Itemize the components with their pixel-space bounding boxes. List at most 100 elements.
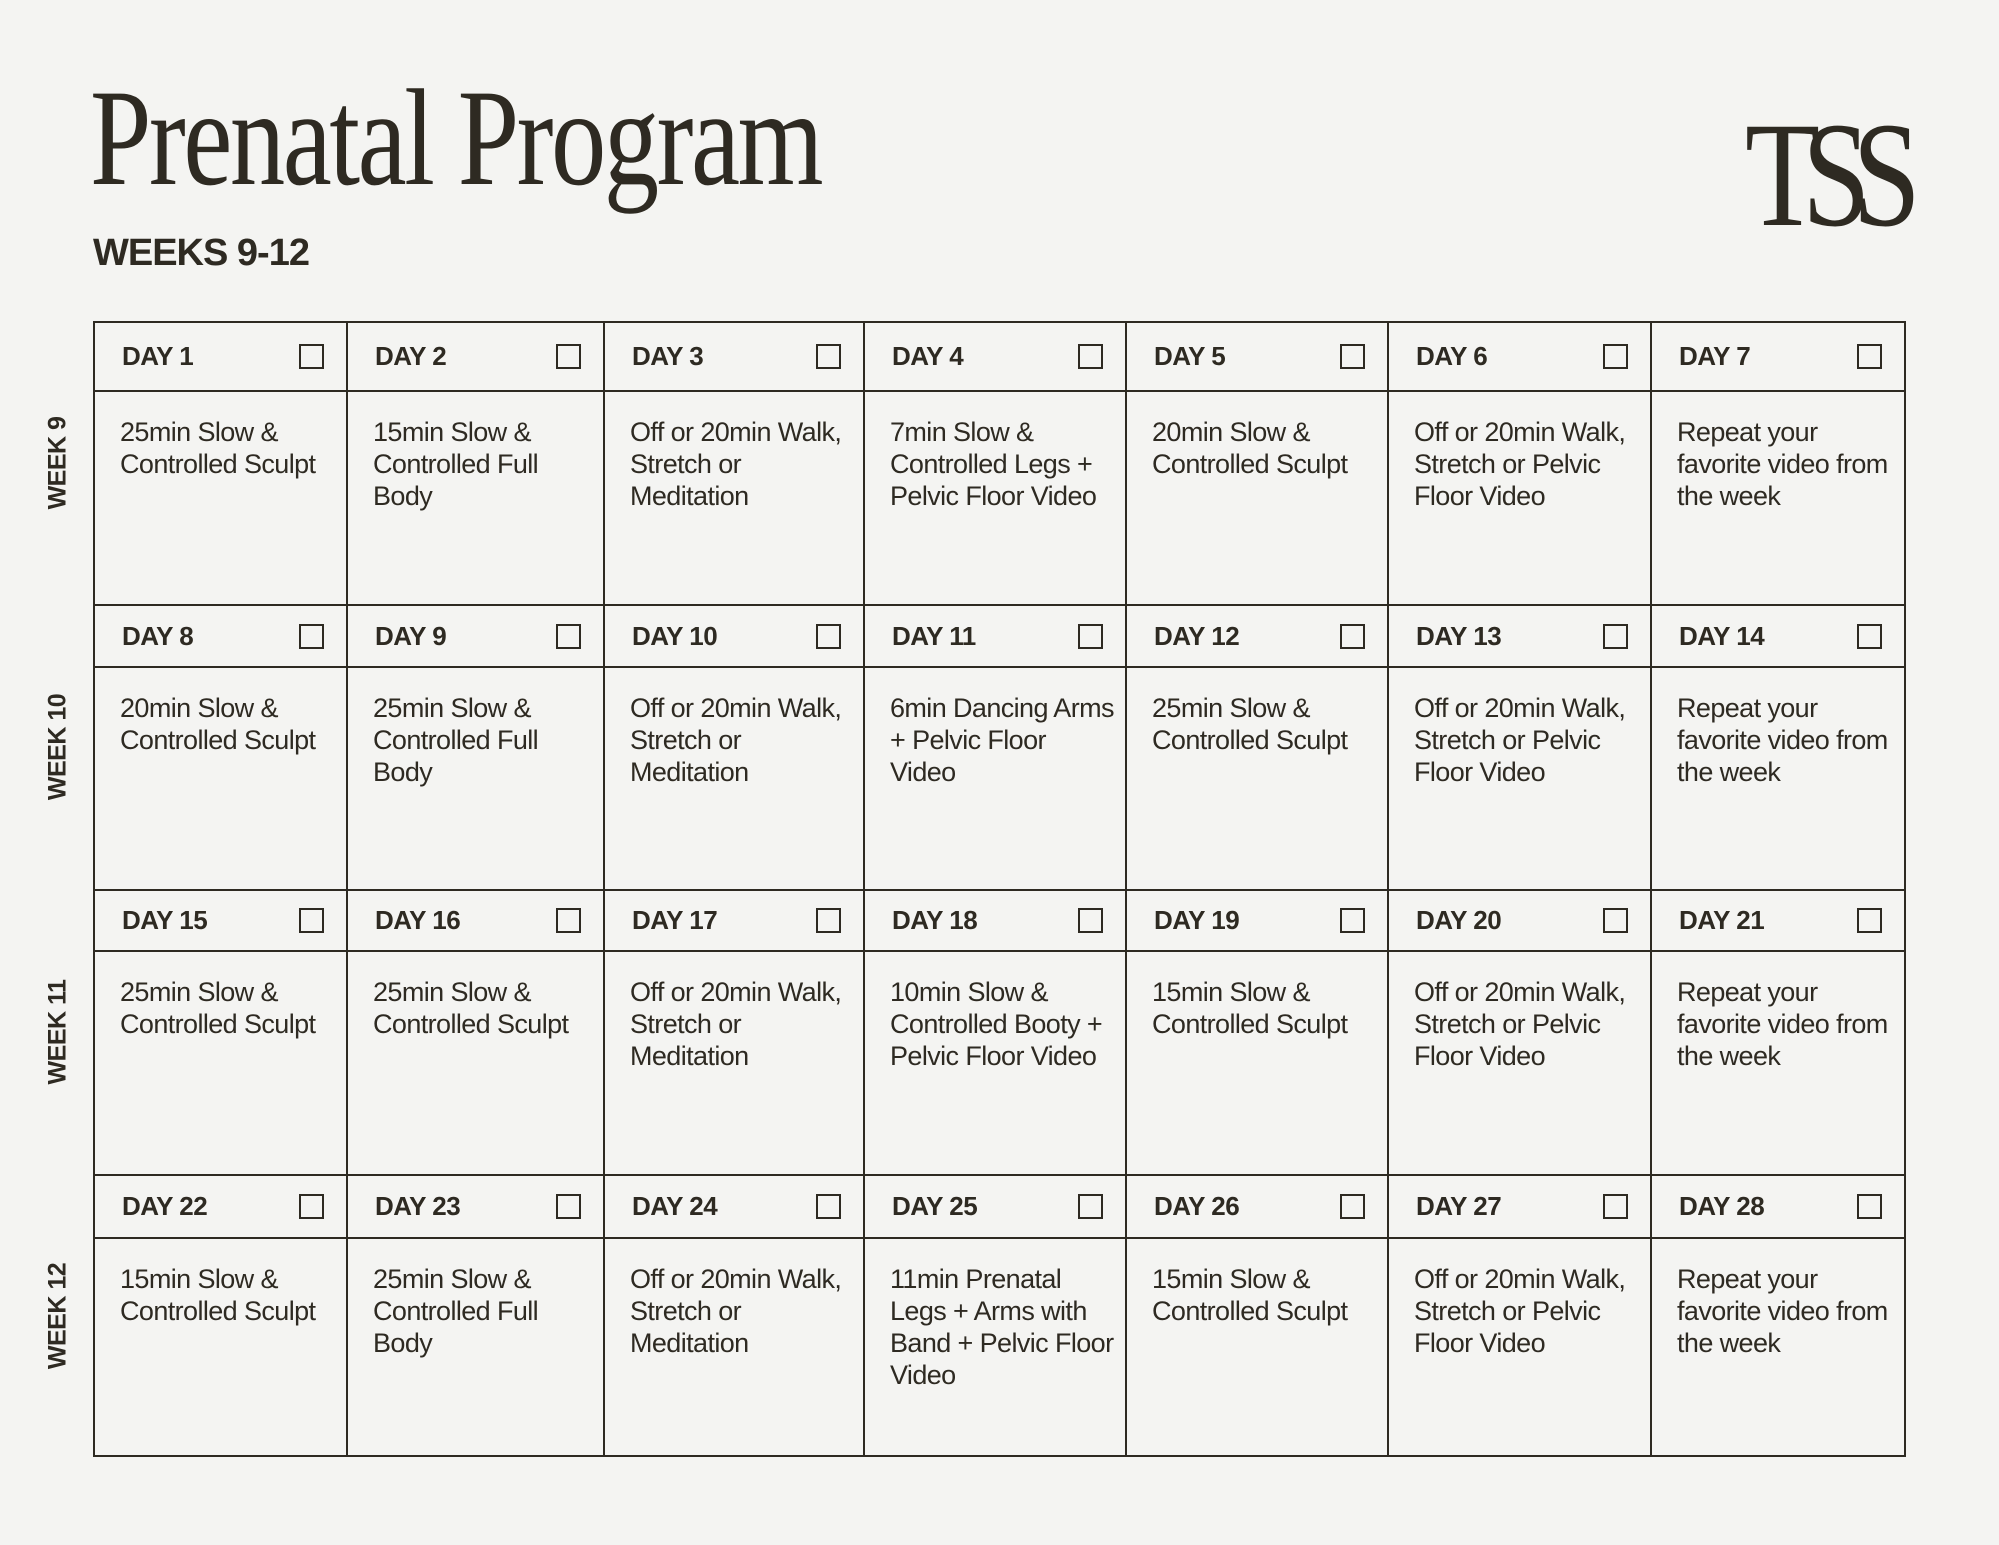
day-checkbox[interactable]	[1857, 1194, 1882, 1219]
day-label: DAY 17	[632, 905, 718, 935]
day-checkbox[interactable]	[299, 908, 324, 933]
day-checkbox[interactable]	[556, 344, 581, 369]
day-header: DAY 21	[1652, 891, 1904, 952]
day-workout-cell: Repeat your favorite video from the week	[1652, 392, 1904, 606]
day-header: DAY 22	[95, 1176, 348, 1239]
day-workout-cell: Off or 20min Walk, Stretch or Meditation	[605, 668, 865, 891]
day-workout-cell: 7min Slow & Controlled Legs + Pelvic Flo…	[865, 392, 1127, 606]
day-header: DAY 2	[348, 323, 605, 392]
day-header: DAY 3	[605, 323, 865, 392]
day-workout-cell: Off or 20min Walk, Stretch or Meditation	[605, 1239, 865, 1455]
day-workout-cell: 15min Slow & Controlled Full Body	[348, 392, 605, 606]
day-label: DAY 18	[892, 905, 978, 935]
day-checkbox[interactable]	[1078, 344, 1103, 369]
day-header: DAY 23	[348, 1176, 605, 1239]
day-checkbox[interactable]	[1078, 1194, 1103, 1219]
week-label: WEEK 11	[43, 979, 72, 1084]
day-workout-cell: 25min Slow & Controlled Full Body	[348, 1239, 605, 1455]
workout-description: Off or 20min Walk, Stretch or Pelvic Flo…	[1414, 1264, 1626, 1358]
day-label: DAY 25	[892, 1191, 978, 1221]
day-header: DAY 9	[348, 606, 605, 668]
workout-description: 20min Slow & Controlled Sculpt	[1152, 417, 1348, 479]
day-checkbox[interactable]	[1078, 623, 1103, 649]
day-checkbox[interactable]	[299, 623, 324, 649]
day-checkbox[interactable]	[556, 623, 581, 649]
workout-description: 15min Slow & Controlled Full Body	[373, 417, 539, 511]
day-checkbox[interactable]	[1603, 344, 1628, 369]
day-checkbox[interactable]	[1857, 344, 1882, 369]
day-label: DAY 21	[1679, 905, 1765, 935]
day-checkbox[interactable]	[1340, 1194, 1365, 1219]
day-header: DAY 24	[605, 1176, 865, 1239]
day-header: DAY 1	[95, 323, 348, 392]
workout-description: 15min Slow & Controlled Sculpt	[1152, 977, 1348, 1039]
day-checkbox[interactable]	[556, 1194, 581, 1219]
day-label: DAY 22	[122, 1191, 208, 1221]
page-subtitle: WEEKS 9-12	[93, 232, 310, 274]
workout-description: Off or 20min Walk, Stretch or Pelvic Flo…	[1414, 977, 1626, 1071]
day-header: DAY 5	[1127, 323, 1389, 392]
day-workout-cell: Off or 20min Walk, Stretch or Pelvic Flo…	[1389, 668, 1652, 891]
day-checkbox[interactable]	[1603, 908, 1628, 933]
day-checkbox[interactable]	[1857, 623, 1882, 649]
day-label: DAY 20	[1416, 905, 1502, 935]
day-header: DAY 7	[1652, 323, 1904, 392]
workout-description: 25min Slow & Controlled Sculpt	[1152, 693, 1348, 755]
day-checkbox[interactable]	[1340, 623, 1365, 649]
day-label: DAY 16	[375, 905, 461, 935]
day-header: DAY 14	[1652, 606, 1904, 668]
day-header: DAY 13	[1389, 606, 1652, 668]
day-header: DAY 10	[605, 606, 865, 668]
workout-description: 25min Slow & Controlled Sculpt	[120, 417, 316, 479]
day-workout-cell: 25min Slow & Controlled Sculpt	[95, 392, 348, 606]
day-label: DAY 14	[1679, 620, 1765, 651]
workout-description: Off or 20min Walk, Stretch or Meditation	[630, 693, 842, 787]
day-workout-cell: 10min Slow & Controlled Booty + Pelvic F…	[865, 952, 1127, 1176]
day-checkbox[interactable]	[1603, 1194, 1628, 1219]
week-label: WEEK 10	[43, 693, 72, 800]
day-checkbox[interactable]	[1078, 908, 1103, 933]
workout-description: 25min Slow & Controlled Sculpt	[120, 977, 316, 1039]
day-label: DAY 4	[892, 341, 964, 371]
day-label: DAY 2	[375, 341, 447, 371]
workout-description: 6min Dancing Arms + Pelvic Floor Video	[890, 693, 1114, 787]
day-label: DAY 28	[1679, 1191, 1765, 1221]
day-label: DAY 5	[1154, 341, 1226, 371]
day-checkbox[interactable]	[816, 344, 841, 369]
day-label: DAY 19	[1154, 905, 1240, 935]
day-checkbox[interactable]	[299, 344, 324, 369]
day-checkbox[interactable]	[816, 1194, 841, 1219]
workout-description: 20min Slow & Controlled Sculpt	[120, 693, 316, 755]
day-workout-cell: 25min Slow & Controlled Sculpt	[348, 952, 605, 1176]
day-header: DAY 20	[1389, 891, 1652, 952]
day-checkbox[interactable]	[1857, 908, 1882, 933]
workout-description: Repeat your favorite video from the week	[1677, 1264, 1888, 1358]
day-checkbox[interactable]	[1340, 908, 1365, 933]
day-workout-cell: Off or 20min Walk, Stretch or Pelvic Flo…	[1389, 1239, 1652, 1455]
day-checkbox[interactable]	[556, 908, 581, 933]
day-header: DAY 4	[865, 323, 1127, 392]
day-workout-cell: 15min Slow & Controlled Sculpt	[1127, 952, 1389, 1176]
day-checkbox[interactable]	[1340, 344, 1365, 369]
day-checkbox[interactable]	[816, 623, 841, 649]
day-workout-cell: Off or 20min Walk, Stretch or Meditation	[605, 392, 865, 606]
day-workout-cell: 15min Slow & Controlled Sculpt	[95, 1239, 348, 1455]
day-label: DAY 10	[632, 620, 718, 651]
day-label: DAY 13	[1416, 620, 1502, 651]
day-workout-cell: 20min Slow & Controlled Sculpt	[95, 668, 348, 891]
workout-description: Off or 20min Walk, Stretch or Pelvic Flo…	[1414, 693, 1626, 787]
week-label: WEEK 12	[43, 1262, 72, 1369]
day-workout-cell: 25min Slow & Controlled Full Body	[348, 668, 605, 891]
day-checkbox[interactable]	[299, 1194, 324, 1219]
day-workout-cell: Off or 20min Walk, Stretch or Meditation	[605, 952, 865, 1176]
day-checkbox[interactable]	[816, 908, 841, 933]
day-header: DAY 19	[1127, 891, 1389, 952]
day-label: DAY 27	[1416, 1191, 1502, 1221]
day-workout-cell: 20min Slow & Controlled Sculpt	[1127, 392, 1389, 606]
day-checkbox[interactable]	[1603, 623, 1628, 649]
workout-description: 25min Slow & Controlled Full Body	[373, 1264, 539, 1358]
workout-description: Off or 20min Walk, Stretch or Meditation	[630, 1264, 842, 1358]
day-header: DAY 6	[1389, 323, 1652, 392]
day-label: DAY 1	[122, 341, 194, 371]
day-header: DAY 12	[1127, 606, 1389, 668]
